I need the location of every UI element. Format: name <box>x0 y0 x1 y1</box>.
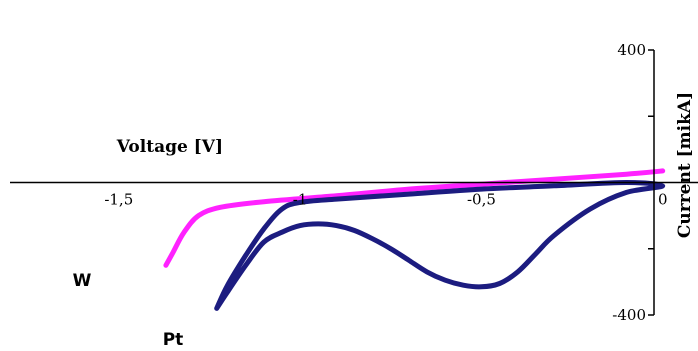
x-tick-label: 0 <box>658 191 668 209</box>
x-axis-label: Voltage [V] <box>116 137 223 157</box>
series-line-pt <box>214 180 666 311</box>
y-tick-label: -400 <box>612 306 646 324</box>
annotation-w: W <box>73 271 92 291</box>
y-axis-label: Current [mikA] <box>675 92 695 238</box>
series-line-w <box>163 168 666 268</box>
y-tick-label: 400 <box>617 41 646 59</box>
y-tick-group: 400 -400 <box>612 41 654 324</box>
x-tick-group: -1,5 -1 -0,5 0 <box>104 191 667 209</box>
annotation-pt: Pt <box>163 330 184 350</box>
series-layer <box>163 168 666 311</box>
x-tick-label: -0,5 <box>467 191 496 209</box>
x-tick-label: -1 <box>293 191 308 209</box>
x-tick-label: -1,5 <box>104 191 133 209</box>
